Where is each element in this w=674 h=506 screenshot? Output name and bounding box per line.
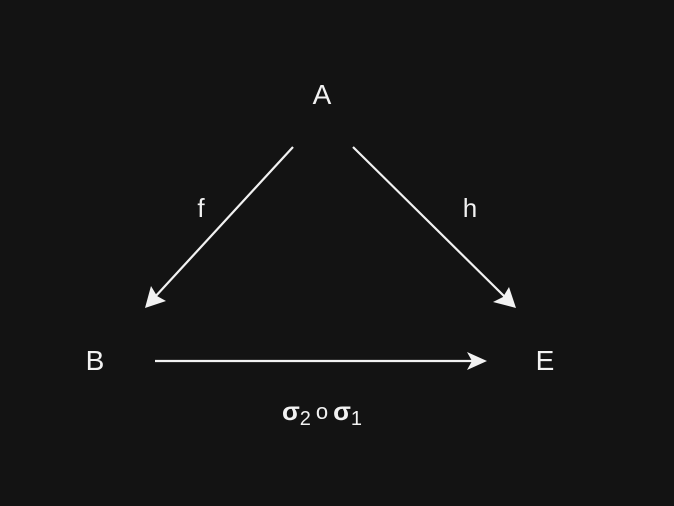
edge-a-to-b xyxy=(145,146,294,308)
edge-a-to-b-arrowhead xyxy=(145,286,166,308)
node-b: B xyxy=(86,345,105,376)
edge-a-to-e-arrowhead xyxy=(493,287,516,308)
sigma-left: σ xyxy=(282,396,300,426)
edge-b-to-e-label: σ2 o σ1 xyxy=(282,396,362,430)
edge-b-to-e-arrowhead xyxy=(467,352,487,370)
composition-operator: o xyxy=(316,399,328,424)
subscript-left: 2 xyxy=(300,408,311,430)
edge-a-to-b-line xyxy=(153,146,294,299)
sigma-right: σ xyxy=(333,396,351,426)
edge-a-to-e-line xyxy=(352,146,507,299)
edge-a-to-b-label: f xyxy=(197,193,205,223)
node-e: E xyxy=(536,345,555,376)
edge-a-to-e-label: h xyxy=(463,193,477,223)
subscript-right: 1 xyxy=(351,408,362,430)
edge-b-to-e xyxy=(155,352,487,370)
node-a: A xyxy=(313,79,332,110)
edge-a-to-e xyxy=(352,146,516,308)
